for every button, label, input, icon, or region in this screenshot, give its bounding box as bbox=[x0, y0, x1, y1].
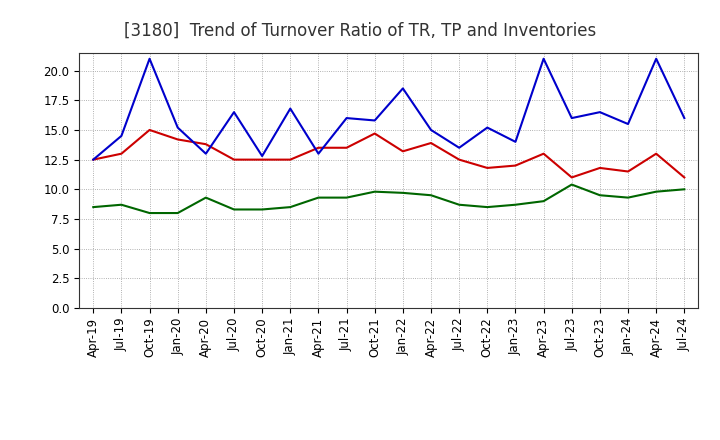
Trade Payables bbox=[399, 86, 408, 91]
Trade Receivables bbox=[342, 145, 351, 150]
Trade Receivables bbox=[230, 157, 238, 162]
Trade Payables bbox=[202, 151, 210, 156]
Inventories bbox=[652, 189, 660, 194]
Trade Receivables bbox=[539, 151, 548, 156]
Inventories bbox=[399, 190, 408, 195]
Trade Receivables bbox=[455, 157, 464, 162]
Trade Receivables bbox=[483, 165, 492, 171]
Trade Receivables bbox=[89, 157, 98, 162]
Trade Payables bbox=[286, 106, 294, 111]
Trade Receivables bbox=[314, 145, 323, 150]
Inventories bbox=[624, 195, 632, 200]
Trade Payables bbox=[145, 56, 154, 61]
Trade Receivables bbox=[652, 151, 660, 156]
Trade Receivables bbox=[117, 151, 126, 156]
Trade Receivables bbox=[399, 149, 408, 154]
Trade Receivables bbox=[427, 140, 436, 146]
Inventories bbox=[567, 182, 576, 187]
Trade Receivables bbox=[624, 169, 632, 174]
Trade Payables bbox=[680, 115, 688, 121]
Trade Receivables bbox=[595, 165, 604, 171]
Trade Payables bbox=[595, 110, 604, 115]
Inventories bbox=[145, 210, 154, 216]
Trade Receivables bbox=[680, 175, 688, 180]
Inventories bbox=[230, 207, 238, 212]
Inventories bbox=[595, 193, 604, 198]
Trade Payables bbox=[539, 56, 548, 61]
Trade Receivables bbox=[202, 142, 210, 147]
Inventories bbox=[455, 202, 464, 207]
Text: [3180]  Trend of Turnover Ratio of TR, TP and Inventories: [3180] Trend of Turnover Ratio of TR, TP… bbox=[124, 22, 596, 40]
Line: Inventories: Inventories bbox=[94, 184, 684, 213]
Trade Payables bbox=[455, 145, 464, 150]
Inventories bbox=[483, 205, 492, 210]
Inventories bbox=[202, 195, 210, 200]
Inventories bbox=[258, 207, 266, 212]
Inventories bbox=[680, 187, 688, 192]
Trade Payables bbox=[370, 118, 379, 123]
Trade Payables bbox=[230, 110, 238, 115]
Trade Payables bbox=[117, 133, 126, 139]
Trade Receivables bbox=[511, 163, 520, 168]
Inventories bbox=[539, 198, 548, 204]
Trade Receivables bbox=[174, 137, 182, 142]
Inventories bbox=[89, 205, 98, 210]
Line: Trade Payables: Trade Payables bbox=[94, 59, 684, 160]
Trade Payables bbox=[511, 139, 520, 144]
Inventories bbox=[511, 202, 520, 207]
Trade Payables bbox=[427, 127, 436, 132]
Trade Receivables bbox=[145, 127, 154, 132]
Trade Payables bbox=[483, 125, 492, 130]
Inventories bbox=[286, 205, 294, 210]
Trade Payables bbox=[258, 154, 266, 159]
Inventories bbox=[370, 189, 379, 194]
Inventories bbox=[342, 195, 351, 200]
Trade Payables bbox=[89, 157, 98, 162]
Inventories bbox=[427, 193, 436, 198]
Trade Payables bbox=[342, 115, 351, 121]
Trade Receivables bbox=[567, 175, 576, 180]
Inventories bbox=[117, 202, 126, 207]
Inventories bbox=[174, 210, 182, 216]
Inventories bbox=[314, 195, 323, 200]
Trade Payables bbox=[174, 125, 182, 130]
Trade Payables bbox=[652, 56, 660, 61]
Line: Trade Receivables: Trade Receivables bbox=[94, 130, 684, 177]
Trade Payables bbox=[567, 115, 576, 121]
Trade Payables bbox=[624, 121, 632, 127]
Trade Receivables bbox=[370, 131, 379, 136]
Trade Receivables bbox=[258, 157, 266, 162]
Trade Receivables bbox=[286, 157, 294, 162]
Trade Payables bbox=[314, 151, 323, 156]
